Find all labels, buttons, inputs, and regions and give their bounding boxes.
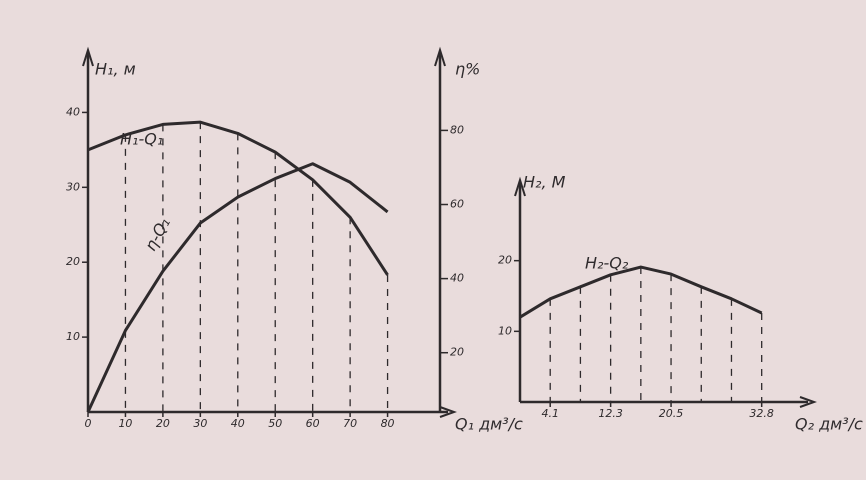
y2-axis-title: η% xyxy=(455,60,480,79)
y2-tick-label: 40 xyxy=(450,272,464,285)
y2-tick-label: 60 xyxy=(450,198,464,211)
curve-label: H₂-Q₂ xyxy=(585,254,629,273)
curve-label: H₁-Q₁ xyxy=(120,130,163,149)
axis-arrow xyxy=(82,46,94,67)
x-tick-label: 20 xyxy=(156,417,170,430)
curve xyxy=(519,265,763,319)
y-axis-title: H₂, М xyxy=(523,173,566,192)
x-tick-label: 30 xyxy=(193,417,207,430)
y-tick-label: 20 xyxy=(498,254,512,267)
x-tick-label: 4.1 xyxy=(541,407,559,420)
y2-tick-label: 20 xyxy=(450,346,464,359)
x-tick-label: 10 xyxy=(118,417,132,430)
axis-arrow xyxy=(514,176,526,197)
axis-arrow xyxy=(799,396,817,408)
x-tick-label: 80 xyxy=(381,417,395,430)
y-axis-title: H₁, м xyxy=(95,60,136,79)
y-tick-label: 40 xyxy=(66,105,80,118)
y-tick-label: 10 xyxy=(498,324,512,337)
curve xyxy=(87,120,389,276)
y-tick-label: 20 xyxy=(66,255,80,268)
y-tick-label: 30 xyxy=(66,180,80,193)
x-tick-label: 0 xyxy=(85,417,92,430)
y2-tick-label: 80 xyxy=(450,123,464,136)
x-tick-label: 50 xyxy=(268,417,282,430)
curve xyxy=(86,162,389,413)
axis-arrow xyxy=(434,46,446,67)
x-tick-label: 20.5 xyxy=(659,407,684,420)
x-axis-title: Q₂ дм³/с xyxy=(795,415,863,434)
x-axis-title: Q₁ дм³/с xyxy=(455,415,523,434)
x-tick-label: 12.3 xyxy=(598,407,623,420)
x-tick-label: 40 xyxy=(231,417,245,430)
x-tick-label: 70 xyxy=(343,417,357,430)
axis-arrow xyxy=(439,406,457,418)
curve-label: η-Q₁ xyxy=(141,214,174,254)
x-tick-label: 32.8 xyxy=(749,407,774,420)
y-tick-label: 10 xyxy=(66,330,80,343)
x-tick-label: 60 xyxy=(306,417,320,430)
